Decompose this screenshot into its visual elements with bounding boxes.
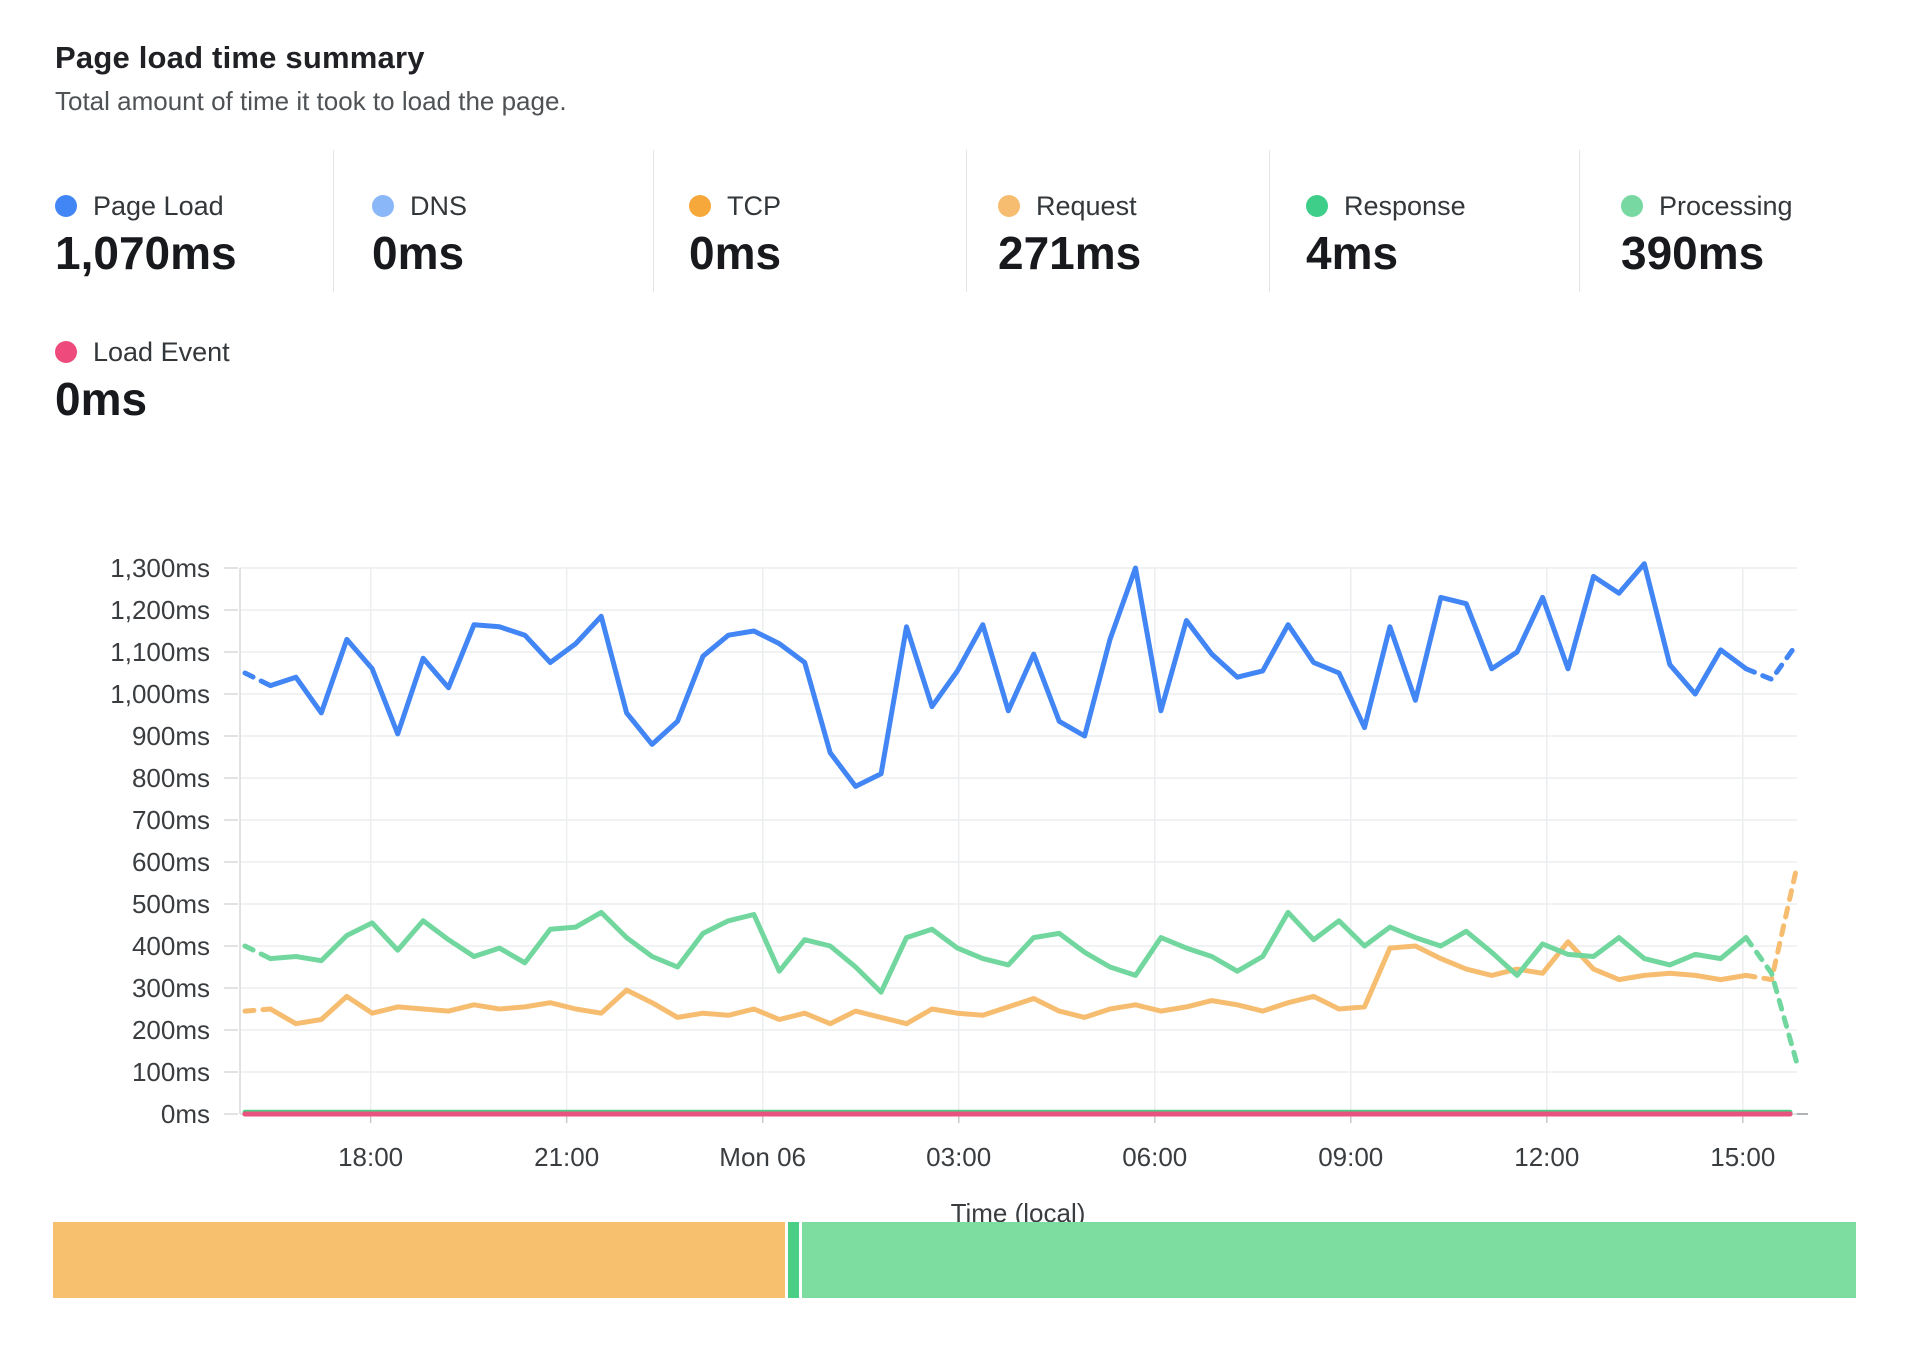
x-tick-label: 15:00 [1710,1142,1776,1172]
processing-line [242,943,273,962]
metric-request[interactable]: Request 271ms [998,150,1298,278]
page-title: Page load time summary [55,40,425,75]
request-line [1743,863,1800,983]
metric-label: DNS [410,190,468,221]
bar-segment-processing [802,1222,1856,1298]
metric-load-event[interactable]: Load Event 0ms [55,296,355,424]
y-tick-label: 900ms [131,721,210,751]
tcp-legend-dot [689,195,711,217]
y-tick-label: 400ms [131,931,210,961]
metric-value: 271ms [998,227,1142,279]
response-legend-dot [1306,195,1328,217]
request-legend-dot [998,195,1020,217]
x-tick-label: Mon 06 [719,1142,807,1172]
y-tick-label: 1,100ms [110,637,210,667]
y-tick-label: 100ms [131,1057,210,1087]
x-tick-label: 09:00 [1318,1142,1384,1172]
page-subtitle: Total amount of time it took to load the… [55,86,567,116]
load-event-legend-dot [55,341,77,363]
metric-dns[interactable]: DNS 0ms [372,150,672,278]
y-tick-label: 800ms [131,763,210,793]
x-tick-label: 12:00 [1514,1142,1580,1172]
page-load-line [242,670,273,689]
metric-label: Page Load [93,190,224,221]
metric-divider [653,150,654,292]
x-tick-label: 03:00 [926,1142,992,1172]
metric-value: 4ms [1306,227,1399,279]
metric-response[interactable]: Response 4ms [1306,150,1606,278]
bar-segment-response [788,1222,800,1298]
x-tick-label: 21:00 [534,1142,600,1172]
y-tick-label: 1,200ms [110,595,210,625]
page-load-legend-dot [55,195,77,217]
metric-processing[interactable]: Processing 390ms [1621,150,1910,278]
y-tick-label: 1,300ms [110,553,210,583]
y-tick-label: 600ms [131,847,210,877]
processing-legend-dot [1621,195,1643,217]
y-tick-label: 300ms [131,973,210,1003]
metric-value: 390ms [1621,227,1765,279]
metric-divider [1269,150,1270,292]
x-tick-label: 18:00 [338,1142,404,1172]
x-tick-label: 06:00 [1122,1142,1188,1172]
y-tick-label: 0ms [160,1099,210,1129]
metric-divider [1579,150,1580,292]
metric-label: TCP [727,190,781,221]
metric-label: Response [1344,190,1466,221]
metric-tcp[interactable]: TCP 0ms [689,150,989,278]
metric-value: 1,070ms [55,227,237,279]
page-load-line [1743,641,1800,682]
y-tick-label: 700ms [131,805,210,835]
y-tick-label: 500ms [131,889,210,919]
metric-divider [966,150,967,292]
metric-divider [333,150,334,292]
metric-label: Processing [1659,190,1793,221]
metric-label: Load Event [93,336,230,367]
metric-page-load[interactable]: Page Load 1,070ms [55,150,355,278]
y-tick-label: 200ms [131,1015,210,1045]
metric-value: 0ms [689,227,782,279]
metric-value: 0ms [55,373,148,425]
metric-value: 0ms [372,227,465,279]
timing-breakdown-bar [53,1222,1856,1298]
request-line [267,939,1749,1027]
bar-segment-request [53,1222,786,1298]
dns-legend-dot [372,195,394,217]
metric-label: Request [1036,190,1137,221]
processing-line [267,909,1749,995]
processing-line [1743,935,1800,1067]
y-tick-label: 1,000ms [110,679,210,709]
request-line [242,1006,273,1014]
page-load-line [267,561,1749,789]
